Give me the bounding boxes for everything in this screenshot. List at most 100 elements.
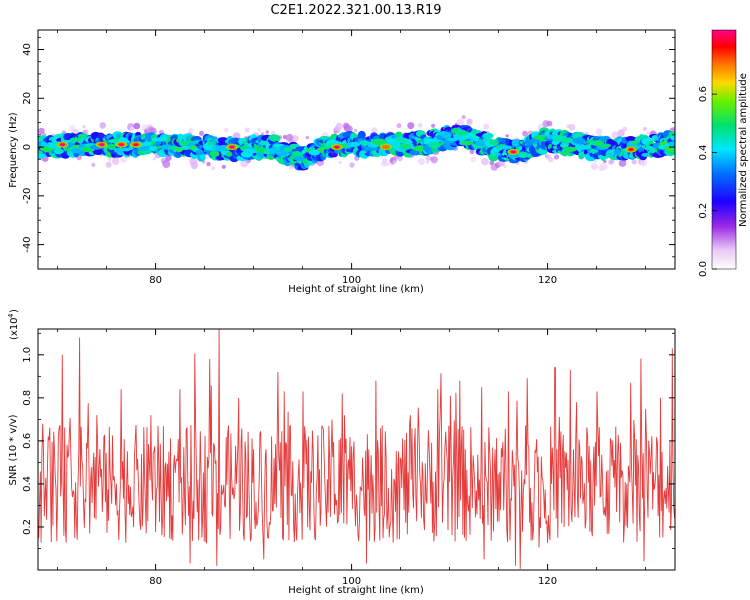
- spectrogram-panel: 80 100 120 -40 -20 0 20 40 Height of straight l…: [8, 29, 676, 295]
- heat-peak: [628, 148, 634, 151]
- heat-cell: [179, 146, 191, 150]
- spectrogram-xlabel: Height of straight line (km): [288, 284, 424, 295]
- heat-cell: [499, 145, 512, 150]
- heat-cell: [225, 152, 233, 157]
- heat-cell: [481, 157, 489, 166]
- heat-cell: [431, 123, 436, 128]
- snr-ytick-label: 0.4: [22, 476, 33, 492]
- heat-cell: [165, 154, 172, 162]
- snr-xtick-label: 120: [538, 576, 557, 587]
- heat-cell: [418, 158, 425, 166]
- heat-cell: [206, 161, 211, 167]
- spectrogram-ylabel: Frequency (Hz): [8, 112, 19, 188]
- heat-cell: [38, 127, 45, 135]
- heat-cell: [265, 130, 269, 134]
- colorbar-frame: [711, 29, 737, 270]
- heat-cell: [283, 147, 293, 153]
- heat-cell: [133, 122, 141, 130]
- heat-cell: [385, 162, 389, 167]
- heat-cell: [316, 148, 325, 152]
- heat-cell: [305, 135, 310, 140]
- heat-peak: [99, 143, 105, 147]
- heat-cell: [205, 154, 210, 160]
- heat-cell: [488, 139, 499, 146]
- heat-cell: [294, 156, 306, 162]
- snr-multiplier: (x10 4 ): [7, 309, 20, 340]
- heat-cell: [546, 120, 553, 127]
- heat-cell: [207, 142, 216, 146]
- colorbar-tick-label: 0.2: [698, 203, 709, 219]
- heat-cell: [547, 156, 554, 163]
- heat-cell: [38, 150, 43, 155]
- heat-cell: [358, 140, 370, 146]
- heat-cell: [82, 125, 86, 129]
- spectrogram-ytick-label: 0: [22, 144, 33, 150]
- heat-cell: [199, 130, 204, 136]
- heat-cell: [211, 166, 215, 170]
- heat-cell: [138, 146, 149, 152]
- heat-cell: [392, 160, 396, 164]
- heat-cell: [425, 155, 432, 161]
- heat-cell: [631, 140, 638, 145]
- heat-cell: [357, 130, 366, 140]
- heat-cell: [640, 159, 648, 167]
- heat-cell: [335, 122, 343, 131]
- heat-cell: [270, 134, 281, 143]
- spectrogram-ytick-label: 20: [22, 92, 33, 105]
- heat-cell: [121, 147, 131, 152]
- heat-cell: [572, 137, 586, 144]
- snr-ytick-label: 0.8: [22, 390, 33, 406]
- heat-cell: [590, 163, 598, 171]
- heat-cell: [518, 151, 528, 159]
- heat-cell: [382, 158, 388, 164]
- colorbar: 0.0 0.2 0.4 0.6 Normalized spectral amplitu…: [698, 29, 749, 277]
- heat-cell: [218, 144, 228, 151]
- heat-cell: [148, 145, 157, 152]
- heat-cell: [308, 149, 320, 156]
- heat-peak: [133, 143, 139, 147]
- heat-cell: [428, 141, 442, 149]
- heat-cell: [465, 133, 476, 139]
- heat-cell: [522, 130, 528, 137]
- heat-cell: [69, 137, 77, 143]
- heat-cell: [589, 149, 599, 154]
- snr-xlabel: Height of straight line (km): [288, 585, 424, 596]
- heat-cell: [578, 144, 586, 151]
- spectrogram-ytick-label: -40: [22, 236, 33, 252]
- heat-cell: [418, 123, 423, 128]
- spectrogram-xtick-label: 80: [149, 275, 162, 286]
- heat-cell: [391, 142, 403, 149]
- heat-cell: [155, 140, 162, 145]
- heat-cell: [353, 128, 358, 133]
- heat-cell: [71, 147, 82, 154]
- heat-cell: [152, 157, 157, 161]
- heat-cell: [120, 156, 128, 163]
- heat-cell: [399, 142, 412, 150]
- snr-xtick-label: 80: [149, 576, 162, 587]
- heat-cell: [291, 151, 303, 157]
- heat-cell: [441, 131, 452, 139]
- heat-cell: [631, 159, 637, 165]
- heat-cell: [618, 159, 627, 167]
- svg-text:): ): [9, 309, 20, 313]
- heat-cell: [111, 157, 120, 165]
- heat-cell: [642, 126, 647, 131]
- spectrogram-ytick-label: -20: [22, 188, 33, 204]
- heat-cell: [422, 144, 430, 151]
- heat-cell: [190, 161, 199, 170]
- heat-cell: [404, 140, 413, 145]
- heat-cell: [551, 140, 560, 145]
- heat-cell: [617, 129, 625, 137]
- heat-cell: [470, 156, 477, 163]
- colorbar-gradient: [712, 30, 736, 269]
- heat-cell: [599, 162, 608, 171]
- heat-cell: [461, 140, 474, 146]
- heat-cell: [482, 132, 494, 139]
- snr-ytick-label: 0.2: [22, 519, 33, 535]
- heat-cell: [563, 146, 578, 152]
- heat-cell: [560, 142, 569, 149]
- heat-cell: [83, 129, 89, 135]
- heat-cell: [649, 147, 656, 154]
- heat-cell: [53, 148, 64, 155]
- snr-ytick-label: 1.0: [22, 347, 33, 363]
